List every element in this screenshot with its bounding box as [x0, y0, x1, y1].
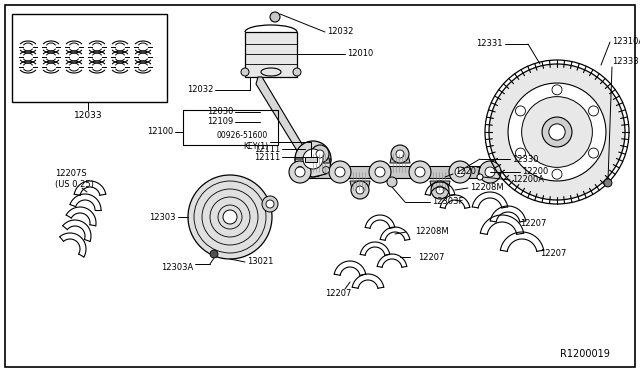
Text: KEY(1): KEY(1)	[243, 142, 268, 151]
Circle shape	[542, 117, 572, 147]
Circle shape	[489, 64, 625, 200]
Bar	[12, 14, 167, 102]
Text: 12010: 12010	[347, 49, 373, 58]
Circle shape	[188, 175, 272, 259]
Text: 12303A: 12303A	[161, 263, 193, 273]
Circle shape	[604, 179, 612, 187]
Circle shape	[455, 167, 465, 177]
Text: 12200A: 12200A	[512, 176, 544, 185]
Text: 12032: 12032	[187, 86, 213, 94]
Text: 12207S: 12207S	[55, 170, 86, 179]
Text: 12030: 12030	[207, 108, 233, 116]
Circle shape	[295, 167, 305, 177]
Text: R1200019: R1200019	[560, 349, 610, 359]
Text: (US 0.25): (US 0.25)	[55, 180, 94, 189]
Circle shape	[323, 167, 330, 173]
Polygon shape	[256, 77, 322, 162]
Circle shape	[270, 12, 280, 22]
Circle shape	[351, 181, 369, 199]
Circle shape	[431, 181, 449, 199]
Circle shape	[549, 124, 565, 140]
Text: 12333: 12333	[612, 58, 639, 67]
Polygon shape	[310, 154, 330, 163]
Text: 12207: 12207	[325, 289, 351, 298]
Circle shape	[210, 250, 218, 258]
Circle shape	[552, 85, 562, 95]
Text: 12207: 12207	[520, 219, 547, 228]
Polygon shape	[295, 159, 331, 177]
Text: 12310A: 12310A	[612, 38, 640, 46]
Circle shape	[552, 169, 562, 179]
Text: 12111: 12111	[253, 153, 280, 161]
Circle shape	[329, 161, 351, 183]
Text: 12032: 12032	[327, 28, 353, 36]
Circle shape	[522, 97, 593, 167]
Circle shape	[241, 68, 249, 76]
Circle shape	[316, 150, 324, 158]
Circle shape	[335, 167, 345, 177]
Circle shape	[356, 186, 364, 194]
Circle shape	[293, 68, 301, 76]
Circle shape	[289, 161, 311, 183]
Circle shape	[508, 83, 606, 181]
Text: 13021: 13021	[247, 257, 273, 266]
Circle shape	[515, 106, 525, 116]
Circle shape	[409, 161, 431, 183]
Bar	[245, 32, 297, 77]
Circle shape	[515, 148, 525, 158]
Text: 00926-51600: 00926-51600	[217, 131, 268, 141]
Circle shape	[449, 161, 471, 183]
Circle shape	[589, 106, 598, 116]
Circle shape	[391, 145, 409, 163]
Text: 12111: 12111	[253, 144, 280, 154]
Circle shape	[296, 167, 303, 173]
Text: 12303F: 12303F	[432, 198, 463, 206]
Circle shape	[589, 148, 598, 158]
Circle shape	[485, 167, 495, 177]
Circle shape	[223, 210, 237, 224]
Circle shape	[375, 167, 385, 177]
Circle shape	[303, 149, 323, 169]
Text: 12200: 12200	[522, 167, 548, 176]
Circle shape	[477, 174, 483, 180]
Bar	[183, 110, 278, 145]
Circle shape	[369, 161, 391, 183]
Text: 12033: 12033	[74, 112, 102, 121]
Bar	[305, 157, 317, 162]
Circle shape	[311, 145, 329, 163]
Text: 12207: 12207	[455, 167, 481, 176]
Circle shape	[479, 161, 501, 183]
Text: 12208M: 12208M	[470, 183, 504, 192]
Circle shape	[262, 196, 278, 212]
Polygon shape	[390, 154, 410, 163]
Text: 12207: 12207	[540, 250, 566, 259]
Polygon shape	[350, 181, 370, 190]
Circle shape	[436, 186, 444, 194]
Text: 12100: 12100	[147, 128, 173, 137]
Text: 12303: 12303	[150, 212, 176, 221]
Text: 12208M: 12208M	[415, 228, 449, 237]
Circle shape	[396, 150, 404, 158]
Text: 12331: 12331	[477, 39, 503, 48]
Bar	[295, 166, 495, 178]
Text: 12109: 12109	[207, 118, 233, 126]
Text: 12207: 12207	[418, 253, 444, 262]
Polygon shape	[430, 181, 450, 190]
Circle shape	[295, 141, 331, 177]
Text: 12330: 12330	[512, 154, 538, 164]
Circle shape	[387, 177, 397, 187]
Circle shape	[266, 200, 274, 208]
Circle shape	[415, 167, 425, 177]
